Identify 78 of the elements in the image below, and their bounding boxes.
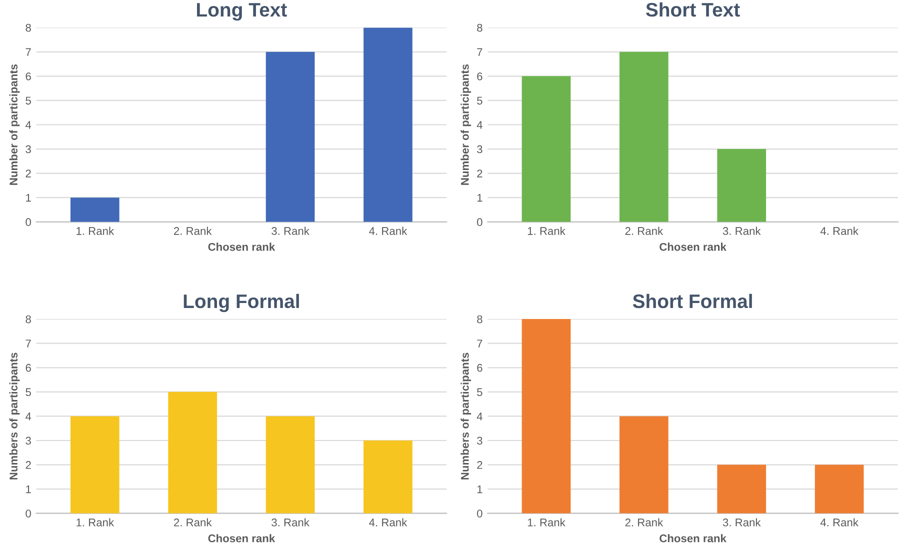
- y-tick-label: 3: [26, 145, 31, 154]
- bar: [717, 464, 766, 514]
- x-tick-label: 3. Rank: [722, 518, 761, 526]
- x-tick-label: 1. Rank: [528, 226, 566, 235]
- y-tick-label: 3: [477, 436, 482, 445]
- y-tick-label: 6: [477, 364, 482, 372]
- x-tick-label: 3. Rank: [272, 518, 310, 526]
- x-tick-label: 3. Rank: [722, 226, 761, 235]
- x-tick-label: 1. Rank: [528, 518, 566, 526]
- y-tick-label: 5: [477, 96, 482, 105]
- x-tick-label: 4. Rank: [820, 226, 858, 235]
- y-axis-title: Numbers of participants: [460, 352, 472, 480]
- y-tick-label: 4: [476, 121, 482, 129]
- x-tick-label: 1. Rank: [76, 226, 114, 235]
- bar: [620, 416, 668, 514]
- y-tick-label: 4: [25, 121, 32, 129]
- y-tick-label: 8: [477, 24, 482, 32]
- x-tick-label: 4. Rank: [820, 518, 858, 526]
- bar: [522, 76, 571, 222]
- y-tick-label: 6: [26, 364, 31, 372]
- bar: [266, 416, 315, 514]
- bar: [522, 319, 571, 514]
- y-axis-title: Numbers of participants: [9, 352, 20, 480]
- bar: [70, 198, 120, 222]
- y-tick-label: 0: [477, 510, 482, 518]
- y-axis-title: Number of participants: [460, 64, 472, 185]
- y-tick-label: 4: [25, 412, 32, 420]
- y-tick-label: 5: [26, 96, 31, 105]
- x-tick-label: 4. Rank: [369, 518, 408, 526]
- y-axis-title: Number of participants: [9, 64, 20, 185]
- y-tick-label: 2: [477, 461, 482, 469]
- chart-title: Long Formal: [184, 294, 299, 312]
- bar: [168, 392, 218, 514]
- x-tick-label: 2. Rank: [174, 518, 212, 526]
- y-tick-label: 7: [477, 48, 482, 56]
- bar: [364, 28, 412, 222]
- x-tick-label: 1. Rank: [76, 518, 114, 526]
- y-tick-label: 1: [26, 194, 31, 202]
- x-axis-title: Chosen rank: [660, 534, 726, 542]
- bar: [70, 416, 120, 514]
- x-tick-label: 3. Rank: [272, 226, 310, 235]
- x-tick-label: 2. Rank: [625, 226, 664, 235]
- x-axis-title: Chosen rank: [208, 534, 276, 542]
- y-tick-label: 2: [26, 461, 31, 469]
- y-tick-label: 6: [26, 72, 31, 80]
- y-tick-label: 7: [26, 48, 31, 56]
- y-tick-label: 3: [477, 145, 482, 154]
- bar: [814, 464, 864, 514]
- y-tick-label: 0: [477, 218, 482, 226]
- y-tick-label: 7: [477, 340, 482, 348]
- x-tick-label: 2. Rank: [174, 226, 212, 235]
- y-tick-label: 7: [26, 340, 31, 348]
- y-tick-label: 0: [26, 510, 31, 518]
- bar: [364, 440, 412, 514]
- y-tick-label: 1: [477, 485, 482, 494]
- chart-title: Short Text: [646, 2, 740, 17]
- y-tick-label: 1: [477, 194, 482, 202]
- y-tick-label: 2: [26, 170, 31, 178]
- y-tick-label: 1: [26, 485, 31, 494]
- y-tick-label: 5: [26, 388, 31, 396]
- y-tick-label: 8: [26, 24, 31, 32]
- y-tick-label: 0: [26, 218, 31, 226]
- y-tick-label: 3: [26, 436, 31, 445]
- y-tick-label: 4: [476, 412, 482, 420]
- chart-title: Long Text: [197, 3, 287, 21]
- bar: [266, 52, 315, 222]
- x-axis-title: Chosen rank: [208, 242, 276, 251]
- x-axis-title: Chosen rank: [660, 242, 726, 251]
- bar: [717, 149, 766, 222]
- x-tick-label: 4. Rank: [369, 226, 408, 235]
- y-tick-label: 6: [477, 72, 482, 80]
- chart-title: Short Formal: [632, 294, 752, 308]
- y-tick-label: 8: [477, 315, 482, 324]
- y-tick-label: 5: [477, 388, 482, 396]
- x-tick-label: 2. Rank: [625, 518, 664, 526]
- y-tick-label: 2: [477, 170, 482, 178]
- bar: [620, 52, 668, 222]
- y-tick-label: 8: [26, 315, 31, 324]
